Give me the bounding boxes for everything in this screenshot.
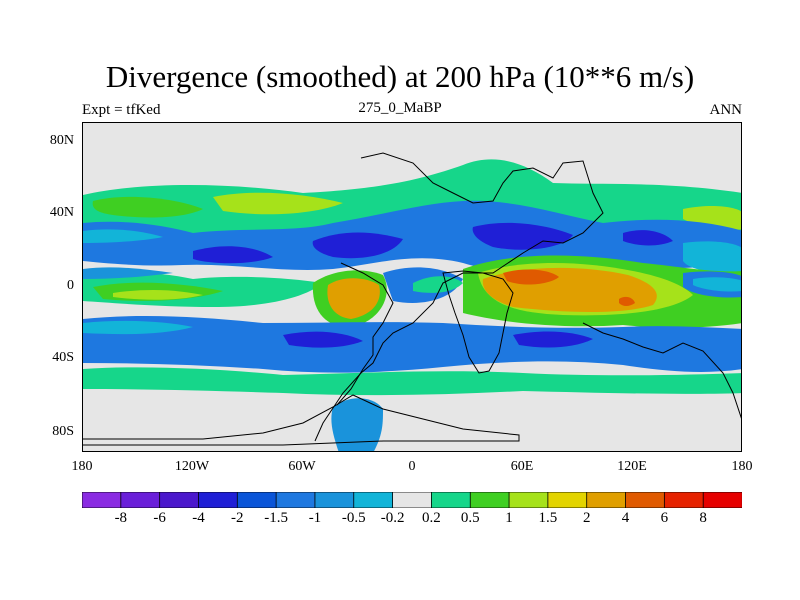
colorbar-swatch [547, 492, 588, 508]
contour-weak-conv-antarctic [331, 398, 383, 451]
coastline-asia-maritime [582, 322, 741, 419]
contour-weak-div-africa [413, 276, 463, 293]
colorbar-swatch [236, 492, 277, 508]
colorbar-swatch [702, 492, 742, 508]
coastline-africa [442, 270, 514, 374]
y-tick-0: 0 [67, 278, 74, 293]
contour-conv-south-belt [83, 316, 741, 373]
colorbar-swatch [275, 492, 316, 508]
contour-very-strong-div-indian [503, 269, 559, 285]
season-label: ANN [709, 102, 743, 118]
colorbar-swatches [82, 492, 742, 508]
colorbar-label: -0.5 [341, 510, 366, 526]
x-tick-60e: 60E [510, 459, 534, 474]
contour-deep-conv-asia [472, 222, 573, 250]
colorbar-swatch [625, 492, 666, 508]
divergence-map [82, 122, 742, 452]
colorbar-swatch [314, 492, 355, 508]
colorbar-swatch [586, 492, 627, 508]
colorbar-label: 0.5 [460, 510, 480, 526]
contour-deep-conv-westpac [623, 230, 673, 246]
x-tick-120e: 120E [617, 459, 647, 474]
colorbar-label: -1 [308, 510, 322, 526]
map-field [83, 123, 741, 451]
contour-conv-equator-east [83, 267, 173, 279]
x-tick-180e: 180 [731, 459, 753, 474]
colorbar-swatch [159, 492, 200, 508]
contour-weak-conv-north [83, 229, 163, 243]
colorbar-label: -8 [114, 510, 128, 526]
coastline-south-america [336, 262, 394, 406]
colorbar-swatch [120, 492, 161, 508]
contour-strong-div-south-america [327, 278, 380, 319]
colorbar-label: -1.5 [264, 510, 288, 526]
y-tick-40s: 40S [52, 350, 74, 365]
x-tick-0: 0 [408, 459, 416, 474]
colorbar-swatch [469, 492, 510, 508]
colorbar-label: 4 [621, 510, 630, 526]
colorbar-label: -6 [153, 510, 166, 526]
coastline-americas [314, 152, 604, 442]
colorbar-label: 2 [582, 510, 591, 526]
colorbar-label: 8 [699, 510, 707, 526]
contour-deep-conv-south-2 [513, 331, 593, 348]
x-tick-120w: 120W [174, 459, 210, 474]
contour-weak-conv-east-pacific [693, 277, 741, 292]
contour-div-north-pacific [92, 196, 203, 218]
colorbar [82, 492, 742, 508]
contour-mod-div-equator-west [113, 289, 203, 300]
colorbar-swatch [663, 492, 704, 508]
colorbar-label: 1.5 [538, 510, 558, 526]
y-tick-40n: 40N [49, 205, 74, 220]
colorbar-label: 6 [660, 510, 669, 526]
case-label: 275_0_MaBP [358, 100, 442, 116]
coastlines [83, 152, 741, 446]
experiment-label: Expt = tfKed [82, 102, 161, 118]
contour-div-north-2 [213, 192, 343, 215]
contour-weak-conv-south [83, 320, 193, 335]
contour-deep-conv-south-1 [283, 331, 363, 348]
colorbar-label: -2 [231, 510, 244, 526]
colorbar-label: 1 [505, 510, 513, 526]
contour-very-strong-div-pacific [619, 296, 635, 306]
plot-title: Divergence (smoothed) at 200 hPa (10**6 … [105, 59, 695, 94]
x-tick-180w: 180 [71, 459, 93, 474]
contour-weak-conv-north-2 [683, 241, 741, 274]
colorbar-label: -4 [192, 510, 205, 526]
x-tick-60w: 60W [288, 459, 316, 474]
colorbar-swatch [392, 492, 433, 508]
colorbar-swatch [508, 492, 549, 508]
y-tick-80s: 80S [52, 424, 74, 439]
colorbar-label: -0.2 [380, 510, 405, 526]
coastline-antarctic [83, 394, 520, 446]
contour-deep-conv-atlantic [312, 232, 403, 259]
y-tick-80n: 80N [49, 133, 74, 148]
colorbar-swatch [353, 492, 394, 508]
contour-weak-div-south-lower [83, 367, 741, 396]
colorbar-label: 0.2 [422, 510, 441, 526]
contour-deep-conv-northpacific [193, 246, 273, 264]
colorbar-swatch [82, 492, 122, 508]
colorbar-swatch [198, 492, 238, 508]
colorbar-swatch [431, 492, 471, 508]
